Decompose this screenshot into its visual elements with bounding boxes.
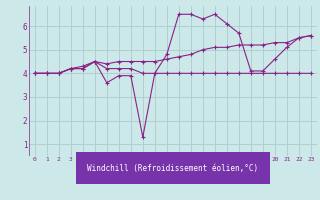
- X-axis label: Windchill (Refroidissement éolien,°C): Windchill (Refroidissement éolien,°C): [87, 164, 258, 173]
